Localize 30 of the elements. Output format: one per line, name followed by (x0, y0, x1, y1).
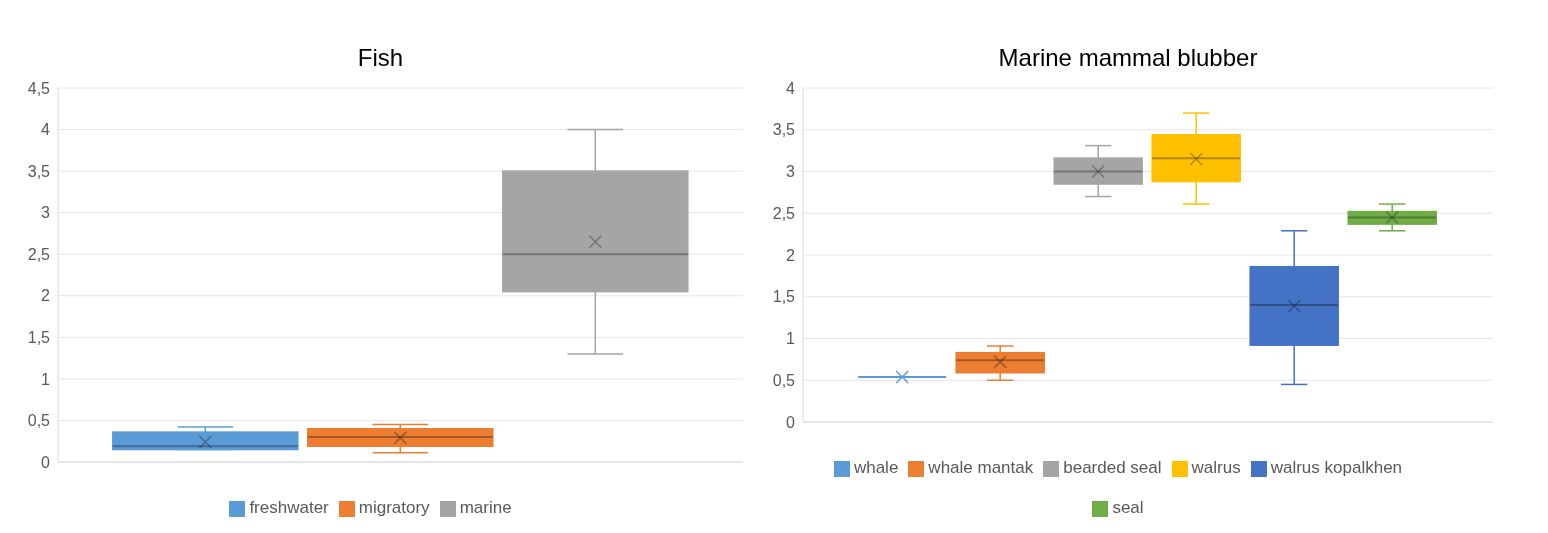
legend-label: whale mantak (928, 458, 1034, 477)
y-tick-label: 1 (41, 370, 51, 388)
legend-label: marine (459, 498, 512, 517)
y-tick-label: 1,5 (27, 329, 51, 347)
y-tick-label: 3,5 (772, 121, 796, 139)
y-tick-label: 4,5 (27, 79, 51, 97)
y-tick-label: 0 (786, 413, 796, 431)
legend-label: walrus kopalkhen (1270, 458, 1403, 477)
chart-title: Marine mammal blubber (997, 43, 1259, 73)
y-tick-label: 3,5 (27, 162, 51, 180)
y-tick-label: 3 (786, 163, 796, 181)
legend-label: whale (853, 458, 899, 477)
chart-title: Fish (356, 43, 405, 73)
legend-label: bearded seal (1063, 458, 1162, 477)
y-tick-label: 2 (786, 246, 796, 264)
y-tick-label: 0,5 (772, 371, 796, 389)
y-tick-label: 0,5 (27, 412, 51, 430)
y-tick-label: 4 (786, 79, 796, 97)
y-tick-label: 1,5 (772, 288, 796, 306)
y-tick-label: 3 (41, 204, 51, 222)
legend-label: migratory (358, 498, 430, 517)
legend-label: freshwater (249, 498, 329, 517)
y-tick-label: 2,5 (772, 204, 796, 222)
y-tick-label: 0 (41, 453, 51, 471)
y-tick-label: 4 (41, 121, 51, 139)
y-tick-label: 2,5 (27, 245, 51, 263)
y-tick-label: 2 (41, 287, 51, 305)
y-tick-label: 1 (786, 330, 796, 348)
legend-label: walrus (1191, 458, 1241, 477)
legend-label: seal (1112, 498, 1144, 517)
